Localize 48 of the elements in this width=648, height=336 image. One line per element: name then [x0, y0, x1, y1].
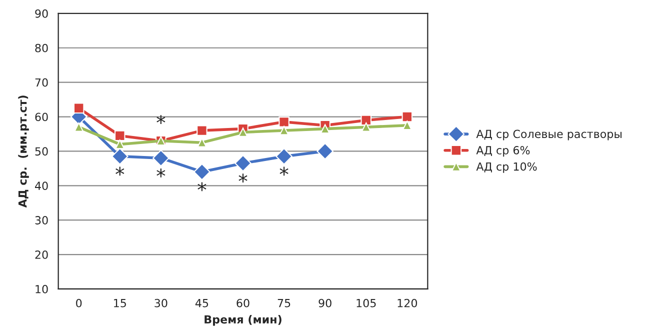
legend-label: АД ср 6%: [476, 146, 530, 157]
y-tick-label: 60: [35, 112, 48, 122]
annotation: *: [238, 174, 248, 182]
point: [74, 122, 84, 132]
point: [316, 142, 334, 160]
point: [402, 120, 412, 130]
annotation: *: [116, 166, 124, 176]
x-tick-label: 15: [114, 299, 126, 308]
annotation: *: [198, 182, 206, 192]
point: [238, 128, 248, 137]
y-tick-label: 30: [35, 216, 48, 224]
y-tick-label: 70: [35, 78, 48, 87]
legend-label: АД ср Солевые растворы: [476, 130, 622, 140]
point: [194, 163, 210, 180]
x-tick-label: 90: [318, 298, 332, 308]
x-tick-label: 60: [236, 298, 250, 308]
y-axis-title: АД ср. (мм.рт.ст): [18, 96, 29, 208]
y-tick-label: 20: [35, 250, 48, 259]
x-axis-title: Время (мин): [204, 315, 282, 326]
y-tick-label: 80: [35, 44, 48, 52]
annotation: *: [156, 115, 166, 124]
point: [320, 124, 330, 134]
x-tick-label: 105: [356, 298, 376, 308]
y-tick-label: 10: [36, 284, 48, 294]
point: [279, 126, 289, 136]
y-tick-label: 40: [35, 182, 48, 190]
point: [361, 122, 371, 132]
point: [152, 150, 170, 166]
point: [196, 125, 208, 136]
x-tick-label: 30: [154, 298, 168, 308]
point: [73, 102, 84, 114]
x-tick-label: 75: [278, 299, 290, 308]
point: [114, 130, 126, 142]
point: [276, 148, 292, 165]
point: [402, 111, 413, 122]
legend-label: АД ср 10%: [476, 162, 537, 173]
x-tick-label: 120: [398, 298, 418, 308]
point: [360, 114, 372, 126]
point: [278, 116, 290, 128]
annotation: *: [156, 168, 166, 178]
point: [234, 154, 252, 172]
point: [112, 148, 128, 165]
x-tick-label: 45: [195, 299, 208, 308]
point: [115, 140, 125, 149]
annotation: *: [280, 166, 288, 176]
x-tick-label: 0: [76, 298, 82, 308]
y-tick-label: 50: [35, 147, 48, 156]
y-tick-label: 90: [35, 9, 48, 18]
